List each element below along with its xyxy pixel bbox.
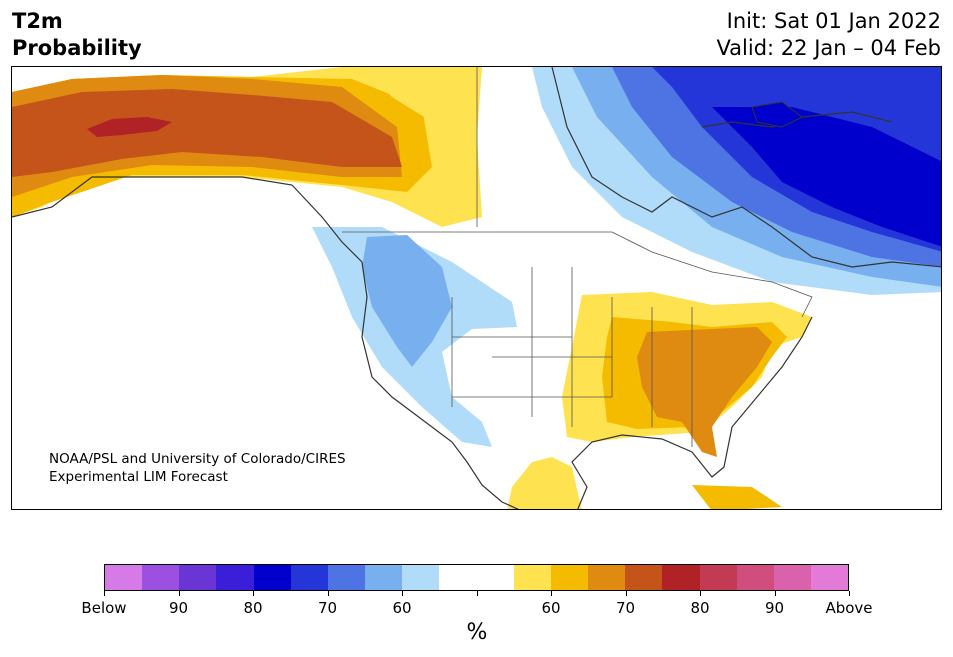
- colorbar-tick-label: 60: [392, 599, 412, 617]
- colorbar: [104, 564, 849, 591]
- colorbar-tick-label: 80: [243, 599, 263, 617]
- colorbar-segment: [513, 565, 551, 590]
- colorbar-segment: [625, 565, 663, 590]
- colorbar-tick-label: 70: [317, 599, 338, 617]
- colorbar-tick-label: Below: [81, 599, 127, 617]
- colorbar-segment: [810, 565, 849, 590]
- colorbar-tick-label: 60: [541, 599, 561, 617]
- colorbar-tick-label: 90: [764, 599, 785, 617]
- colorbar-segment: [476, 565, 514, 590]
- colorbar-tick-label: 80: [690, 599, 710, 617]
- credit-line-1: NOAA/PSL and University of Colorado/CIRE…: [49, 451, 346, 467]
- colorbar-segment: [105, 565, 143, 590]
- valid-range: Valid: 22 Jan – 04 Feb: [716, 36, 941, 60]
- colorbar-segment: [699, 565, 737, 590]
- colorbar-segment: [142, 565, 180, 590]
- forecast-map: [11, 66, 942, 510]
- coastlines: [12, 67, 941, 509]
- title-line-variable: T2m: [12, 9, 63, 33]
- north-warm-60: [362, 67, 482, 122]
- credit-line-2: Experimental LIM Forecast: [49, 469, 228, 485]
- colorbar-segment: [290, 565, 328, 590]
- colorbar-segment: [402, 565, 440, 590]
- plot-title: T2m Probability: [12, 8, 142, 62]
- credit-text: NOAA/PSL and University of Colorado/CIRE…: [49, 450, 346, 486]
- colorbar-segment: [327, 565, 366, 590]
- colorbar-tick-mark: [551, 591, 552, 596]
- colorbar-segment: [773, 565, 811, 590]
- colorbar-tick-mark: [700, 591, 701, 596]
- init-date: Init: Sat 01 Jan 2022: [726, 9, 941, 33]
- colorbar-tick-mark: [476, 591, 478, 596]
- colorbar-segment: [662, 565, 700, 590]
- colorbar-tick-mark: [253, 591, 254, 596]
- canada-cold-80: [712, 107, 941, 247]
- hudson-bay-island: [751, 101, 803, 128]
- caribbean-warm: [692, 485, 782, 509]
- colorbar-segment: [550, 565, 589, 590]
- colorbar-tick-mark: [774, 591, 776, 596]
- colorbar-tick-mark: [625, 591, 627, 596]
- colorbar-tick-label: Above: [825, 599, 873, 617]
- colorbar-unit: %: [466, 620, 488, 645]
- colorbar-tick-label: 90: [168, 599, 189, 617]
- colorbar-tick-mark: [178, 591, 180, 596]
- colorbar-segment: [216, 565, 254, 590]
- forecast-dates: Init: Sat 01 Jan 2022 Valid: 22 Jan – 04…: [716, 8, 941, 62]
- alaska-warm-75: [12, 89, 402, 177]
- colorbar-tick-mark: [327, 591, 329, 596]
- colorbar-segment: [736, 565, 774, 590]
- political-borders: [342, 67, 813, 447]
- colorbar-tick-mark: [402, 591, 403, 596]
- colorbar-tick-label: 70: [615, 599, 636, 617]
- colorbar-tick-mark: [104, 591, 105, 596]
- mexico-warm-60: [507, 457, 582, 509]
- west-cold-65: [362, 235, 452, 367]
- title-line-kind: Probability: [12, 36, 142, 60]
- east-warm-70: [637, 327, 772, 457]
- colorbar-segment: [253, 565, 291, 590]
- colorbar-tick-mark: [849, 591, 850, 596]
- alaska-warm-80: [87, 117, 172, 137]
- colorbar-segment: [588, 565, 626, 590]
- colorbar-segment: [365, 565, 403, 590]
- colorbar-segment: [179, 565, 217, 590]
- colorbar-segment: [439, 565, 477, 590]
